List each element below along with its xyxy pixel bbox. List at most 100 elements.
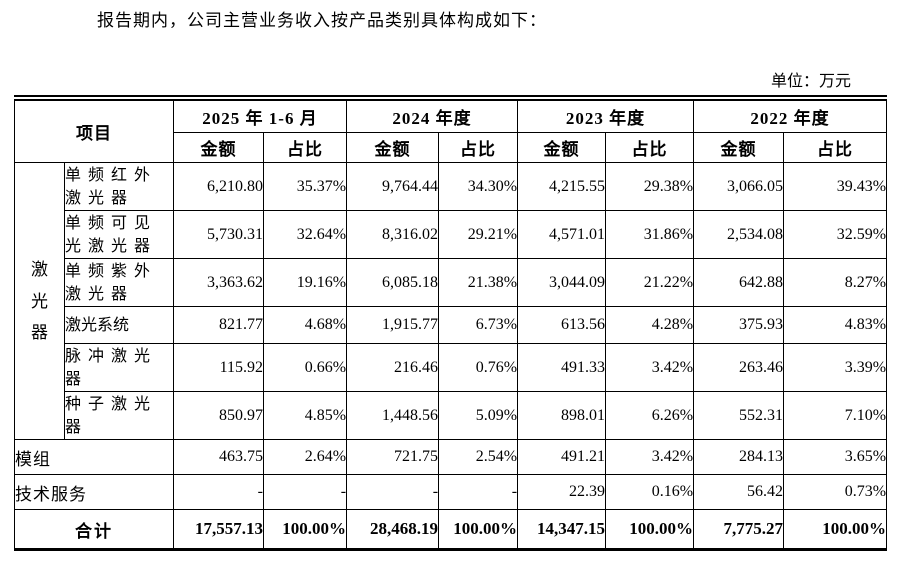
table-cell: 4.68% [262,306,348,345]
table-cell: 1,448.56 [346,391,440,441]
col-header-2022: 2022 年度 [693,97,888,134]
table-cell: 1,915.77 [346,306,440,345]
table-cell: 21.22% [605,258,695,308]
table-cell: 216.46 [346,343,440,393]
table-cell: 34.30% [438,162,519,212]
table-cell: 29.38% [605,162,695,212]
total-label: 合计 [14,509,174,551]
table-cell: 4.28% [605,306,695,345]
table-cell: 6.73% [438,306,519,345]
row-module: 模组 463.75 2.64% 721.75 2.54% 491.21 3.42% 284.… [14,439,888,476]
row-single-freq-uv: 单频紫外 激光器 3,363.62 19.16% 6,085.18 21.38% 3,0… [15,258,888,308]
row-label: 单频可见 光激光器 [64,210,174,260]
table-cell: 0.66% [262,343,348,393]
table-cell: 2,534.08 [693,210,785,260]
table-cell: 463.75 [173,439,264,476]
table-cell: 491.33 [517,343,607,393]
table-cell: - [173,474,264,511]
table-cell: 375.93 [693,306,785,345]
table-cell: 4.83% [783,306,888,345]
table-cell: 115.92 [173,343,264,393]
row-label: 脉冲激光 器 [64,343,174,393]
col-header-amount: 金额 [517,132,607,164]
table-cell: 5.09% [438,391,519,441]
table-cell: 3.65% [783,439,888,476]
row-pulsed-laser: 脉冲激光 器 115.92 0.66% 216.46 0.76% 491.33 3.42%… [15,343,888,393]
row-laser-system: 激光系统 821.77 4.68% 1,915.77 6.73% 613.56 4.28%… [15,306,888,345]
table-cell: 22.39 [517,474,607,511]
table-cell: 4,215.55 [517,162,607,212]
table-cell: 31.86% [605,210,695,260]
row-label: 激光系统 [64,306,174,345]
col-header-ratio: 占比 [605,132,695,164]
col-header-amount: 金额 [173,132,264,164]
col-header-2023: 2023 年度 [517,97,695,134]
intro-paragraph: 报告期内，公司主营业务收入按产品类别具体构成如下： [97,11,547,30]
col-header-2025h1: 2025 年 1-6 月 [172,97,348,134]
table-cell: 3,066.05 [693,162,785,212]
table-cell: 6,085.18 [346,258,440,308]
table-cell: 8.27% [783,258,888,308]
table-cell: 3.42% [605,343,695,393]
table-cell: 100.00% [783,509,888,551]
table-cell: 0.73% [783,474,888,511]
table-cell: 721.75 [346,439,440,476]
table-cell: 100.00% [605,509,695,551]
table-cell: 6,210.80 [173,162,264,212]
row-label: 单频红外 激光器 [64,162,174,212]
row-seed-laser: 种子激光 器 850.97 4.85% 1,448.56 5.09% 898.01 6.2… [15,391,888,441]
table-cell: 100.00% [438,509,519,551]
table-cell: 14,347.15 [517,509,607,551]
table-cell: 32.59% [783,210,888,260]
table-cell: 4.85% [262,391,348,441]
table-cell: 821.77 [173,306,264,345]
table-cell: 6.26% [605,391,695,441]
col-header-amount: 金额 [346,132,440,164]
table-cell: 0.76% [438,343,519,393]
table-cell: - [346,474,440,511]
table-cell: 3,044.09 [517,258,607,308]
table-cell: 3.39% [783,343,888,393]
col-header-2024: 2024 年度 [346,97,519,134]
table-cell: 8,316.02 [346,210,440,260]
table-cell: 29.21% [438,210,519,260]
header-row-periods: 项目 2025 年 1-6 月 2024 年度 2023 年度 2022 年度 [14,97,888,164]
table-cell: - [438,474,519,511]
table-cell: 32.64% [262,210,348,260]
table-cell: - [262,474,348,511]
table-cell: 613.56 [517,306,607,345]
table-cell: 7,775.27 [693,509,785,551]
table-cell: 3.42% [605,439,695,476]
row-total: 合计 17,557.13 100.00% 28,468.19 100.00% 14,34… [14,509,888,551]
table-cell: 642.88 [693,258,785,308]
revenue-by-product-table: 项目 2025 年 1-6 月 2024 年度 2023 年度 2022 年度 … [14,94,888,552]
table-cell: 491.21 [517,439,607,476]
table-cell: 17,557.13 [173,509,264,551]
table-cell: 4,571.01 [517,210,607,260]
header-row-measures: 金额 占比 金额 占比 金额 占比 金额 占比 [15,132,888,164]
table-cell: 3,363.62 [173,258,264,308]
table-cell: 35.37% [262,162,348,212]
group-label-laser: 激 光 器 [14,162,65,441]
row-label: 技术服务 [14,474,174,511]
table-cell: 7.10% [783,391,888,441]
table-cell: 21.38% [438,258,519,308]
table-cell: 56.42 [693,474,785,511]
col-header-amount: 金额 [693,132,785,164]
col-header-ratio: 占比 [783,132,888,164]
table-cell: 28,468.19 [346,509,440,551]
unit-label: 单位：万元 [770,72,851,90]
row-label: 种子激光 器 [64,391,174,441]
table-cell: 19.16% [262,258,348,308]
table-cell: 898.01 [517,391,607,441]
col-header-item: 项目 [14,97,174,164]
table-cell: 100.00% [262,509,348,551]
table-cell: 0.16% [605,474,695,511]
row-single-freq-infrared: 激 光 器 单频红外 激光器 6,210.80 35.37% 9,764.44 34.… [14,162,888,441]
table-cell: 9,764.44 [346,162,440,212]
table-cell: 263.46 [693,343,785,393]
table-cell: 552.31 [693,391,785,441]
table-cell: 2.64% [262,439,348,476]
table-cell: 850.97 [173,391,264,441]
row-single-freq-visible: 单频可见 光激光器 5,730.31 32.64% 8,316.02 29.21% 4,… [15,210,888,260]
